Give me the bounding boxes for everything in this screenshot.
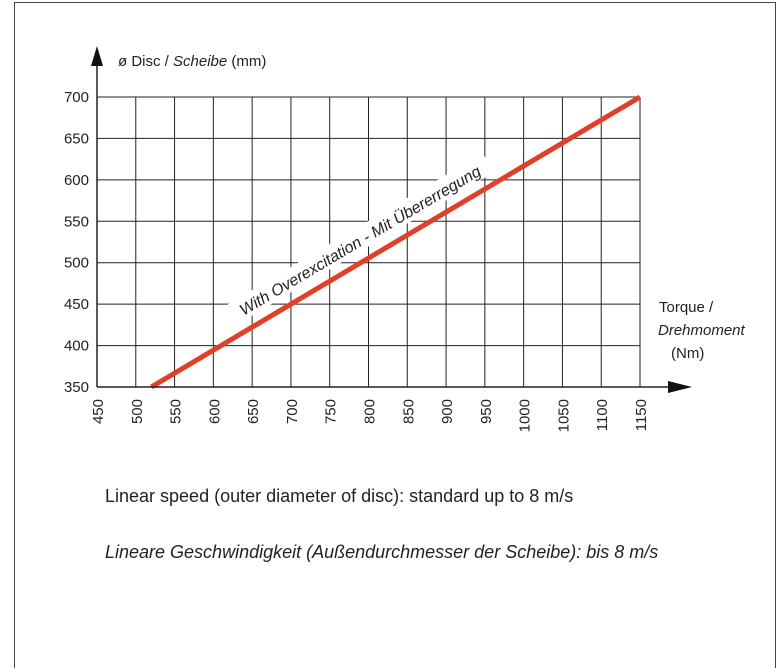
x-tick-label: 750 bbox=[323, 399, 340, 424]
x-tick-label: 850 bbox=[400, 399, 417, 424]
series-line bbox=[150, 94, 642, 390]
y-axis-label: ø Disc / Scheibe (mm) bbox=[118, 53, 266, 70]
y-tick-label: 400 bbox=[64, 338, 89, 355]
line-chart: 350 400 450 500 550 600 650 700 450 500 550 600 650… bbox=[64, 46, 746, 432]
x-axis-label-line3: (Nm) bbox=[671, 345, 704, 362]
x-tick-label: 800 bbox=[362, 399, 379, 424]
x-tick-label: 900 bbox=[439, 399, 456, 424]
note-english: Linear speed (outer diameter of disc): s… bbox=[105, 486, 574, 506]
x-tick-label: 1100 bbox=[594, 399, 611, 431]
note-german: Lineare Geschwindigkeit (Außendurchmesse… bbox=[105, 542, 659, 562]
x-tick-label: 700 bbox=[284, 399, 301, 424]
grid bbox=[97, 96, 641, 387]
x-tick-labels: 450 500 550 600 650 700 750 800 850 900 950 1000 105… bbox=[90, 399, 650, 432]
y-tick-label: 650 bbox=[64, 130, 89, 147]
series-label: With Overexcitation - Mit Übererregung bbox=[236, 162, 484, 319]
axes bbox=[91, 46, 692, 393]
x-axis-label-line2: Drehmoment bbox=[658, 322, 746, 339]
y-tick-label: 500 bbox=[64, 255, 89, 272]
y-tick-label: 350 bbox=[64, 379, 89, 396]
x-tick-label: 600 bbox=[206, 399, 223, 424]
y-tick-label: 700 bbox=[64, 89, 89, 106]
y-tick-labels: 350 400 450 500 550 600 650 700 bbox=[64, 89, 89, 396]
y-axis-arrow bbox=[91, 46, 103, 66]
x-tick-label: 1150 bbox=[633, 399, 650, 431]
y-tick-label: 550 bbox=[64, 213, 89, 230]
x-tick-label: 1050 bbox=[555, 399, 572, 432]
x-tick-label: 550 bbox=[168, 399, 185, 424]
x-tick-label: 950 bbox=[478, 399, 495, 424]
x-axis-label-line1: Torque / bbox=[659, 299, 714, 316]
series-label-backdrop bbox=[224, 153, 494, 326]
x-tick-label: 1000 bbox=[517, 399, 534, 432]
series-layer: With Overexcitation - Mit Übererregung bbox=[150, 94, 642, 390]
y-tick-label: 450 bbox=[64, 296, 89, 313]
y-tick-label: 600 bbox=[64, 172, 89, 189]
x-tick-label: 450 bbox=[90, 399, 107, 424]
x-axis-arrow bbox=[668, 381, 692, 393]
x-tick-label: 650 bbox=[245, 399, 262, 424]
figure-frame bbox=[14, 2, 776, 668]
x-tick-label: 500 bbox=[129, 399, 146, 424]
